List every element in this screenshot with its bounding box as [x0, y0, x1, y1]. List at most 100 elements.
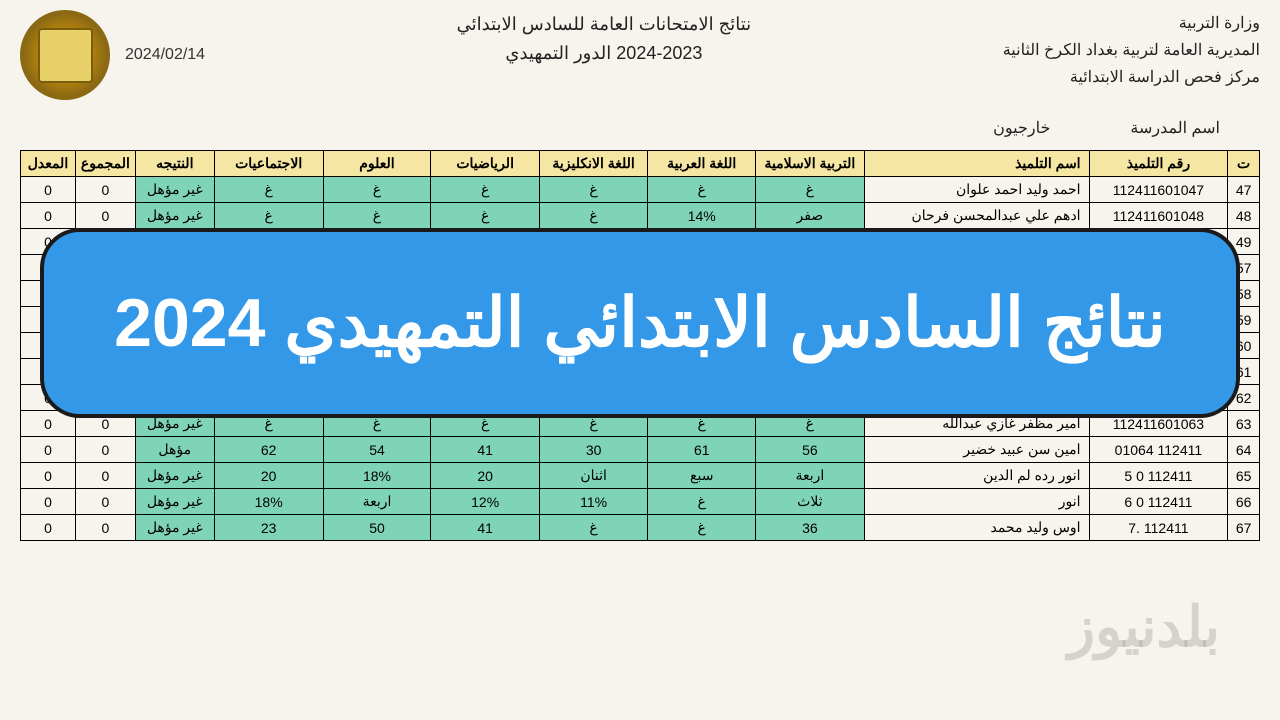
table-cell: غير مؤهل [135, 489, 214, 515]
table-cell: مؤهل [135, 437, 214, 463]
directorate-line: المديرية العامة لتربية بغداد الكرخ الثان… [1003, 37, 1260, 64]
table-cell: ادهم علي عبدالمحسن فرحان [864, 203, 1089, 229]
table-cell: اوس وليد محمد [864, 515, 1089, 541]
logo-inner-icon [38, 28, 93, 83]
table-cell: 0 [75, 177, 135, 203]
table-cell: امين سن عبيد خضير [864, 437, 1089, 463]
table-cell: 18% [323, 463, 431, 489]
school-info-row: اسم المدرسة خارجيون [20, 110, 1260, 150]
title-block: نتائج الامتحانات العامة للسادس الابتدائي… [457, 10, 752, 68]
logo-date-block: 2024/02/14 [20, 10, 205, 100]
table-cell: 14% [648, 203, 756, 229]
table-cell: 11% [539, 489, 647, 515]
headline-banner: نتائج السادس الابتدائي التمهيدي 2024 [40, 228, 1240, 418]
table-row: 67112411 .7اوس وليد محمد36غغ415023غير مؤ… [21, 515, 1260, 541]
ministry-logo [20, 10, 110, 100]
watermark-text: بلدنيوز [1068, 594, 1220, 660]
table-cell: غير مؤهل [135, 515, 214, 541]
table-cell: غ [648, 489, 756, 515]
table-cell: 0 [75, 515, 135, 541]
table-cell: ثلاث [756, 489, 864, 515]
table-cell: 0 [75, 203, 135, 229]
table-cell: 20 [431, 463, 540, 489]
table-cell: 66 [1228, 489, 1260, 515]
print-date: 2024/02/14 [125, 46, 205, 64]
col-arabic: اللغة العربية [648, 151, 756, 177]
table-cell: 12% [431, 489, 540, 515]
col-total: المجموع [75, 151, 135, 177]
table-row: 47112411601047احمد وليد احمد علوانغغغغغغ… [21, 177, 1260, 203]
table-cell: غ [648, 177, 756, 203]
table-cell: 0 [21, 489, 76, 515]
table-cell: 0 [21, 437, 76, 463]
table-cell: 112411601048 [1089, 203, 1228, 229]
table-cell: 112411 0 5 [1089, 463, 1228, 489]
table-cell: 41 [431, 515, 540, 541]
table-cell: صفر [756, 203, 864, 229]
table-cell: غير مؤهل [135, 463, 214, 489]
table-cell: سبع [648, 463, 756, 489]
table-cell: غير مؤهل [135, 203, 214, 229]
table-cell: 65 [1228, 463, 1260, 489]
col-seq: ت [1228, 151, 1260, 177]
school-label: اسم المدرسة [1130, 118, 1220, 138]
table-cell: غ [214, 203, 323, 229]
table-cell: انور [864, 489, 1089, 515]
table-row: 48112411601048ادهم علي عبدالمحسن فرحانصف… [21, 203, 1260, 229]
table-cell: 112411 .7 [1089, 515, 1228, 541]
table-cell: 0 [21, 203, 76, 229]
table-cell: 56 [756, 437, 864, 463]
table-cell: 64 [1228, 437, 1260, 463]
table-cell: 0 [75, 463, 135, 489]
table-cell: اربعة [323, 489, 431, 515]
table-cell: 67 [1228, 515, 1260, 541]
table-cell: غ [431, 203, 540, 229]
col-avg: المعدل [21, 151, 76, 177]
banner-text: نتائج السادس الابتدائي التمهيدي 2024 [114, 284, 1166, 363]
table-cell: اربعة [756, 463, 864, 489]
table-cell: انور رده لم الدين [864, 463, 1089, 489]
table-cell: 23 [214, 515, 323, 541]
table-cell: 0 [21, 463, 76, 489]
table-cell: غ [431, 177, 540, 203]
table-cell: 41 [431, 437, 540, 463]
table-cell: 20 [214, 463, 323, 489]
table-cell: 112411601047 [1089, 177, 1228, 203]
table-cell: 36 [756, 515, 864, 541]
col-islamic: التربية الاسلامية [756, 151, 864, 177]
table-row: 64112411 01064امين سن عبيد خضير566130415… [21, 437, 1260, 463]
ministry-block: وزارة التربية المديرية العامة لتربية بغد… [1003, 10, 1260, 92]
table-cell: غ [539, 515, 647, 541]
table-cell: احمد وليد احمد علوان [864, 177, 1089, 203]
table-cell: 18% [214, 489, 323, 515]
title-line1: نتائج الامتحانات العامة للسادس الابتدائي [457, 10, 752, 39]
ministry-line: وزارة التربية [1003, 10, 1260, 37]
table-cell: 61 [648, 437, 756, 463]
table-cell: 112411 0 6 [1089, 489, 1228, 515]
table-cell: 0 [21, 177, 76, 203]
table-cell: 50 [323, 515, 431, 541]
school-type: خارجيون [993, 118, 1050, 138]
col-math: الرياضيات [431, 151, 540, 177]
table-cell: 0 [21, 515, 76, 541]
table-header-row: ت رقم التلميذ اسم التلميذ التربية الاسلا… [21, 151, 1260, 177]
table-cell: 48 [1228, 203, 1260, 229]
document-header: وزارة التربية المديرية العامة لتربية بغد… [20, 10, 1260, 110]
table-cell: 0 [75, 489, 135, 515]
table-cell: غ [539, 203, 647, 229]
table-cell: 47 [1228, 177, 1260, 203]
col-english: اللغة الانكليزية [539, 151, 647, 177]
center-line: مركز فحص الدراسة الابتدائية [1003, 64, 1260, 91]
table-cell: 54 [323, 437, 431, 463]
table-cell: 62 [214, 437, 323, 463]
results-document: وزارة التربية المديرية العامة لتربية بغد… [0, 0, 1280, 720]
col-student-name: اسم التلميذ [864, 151, 1089, 177]
table-cell: غ [323, 203, 431, 229]
table-cell: غ [539, 177, 647, 203]
table-cell: غير مؤهل [135, 177, 214, 203]
table-cell: غ [214, 177, 323, 203]
col-science: العلوم [323, 151, 431, 177]
table-cell: 63 [1228, 411, 1260, 437]
col-result: النتيجه [135, 151, 214, 177]
col-student-id: رقم التلميذ [1089, 151, 1228, 177]
